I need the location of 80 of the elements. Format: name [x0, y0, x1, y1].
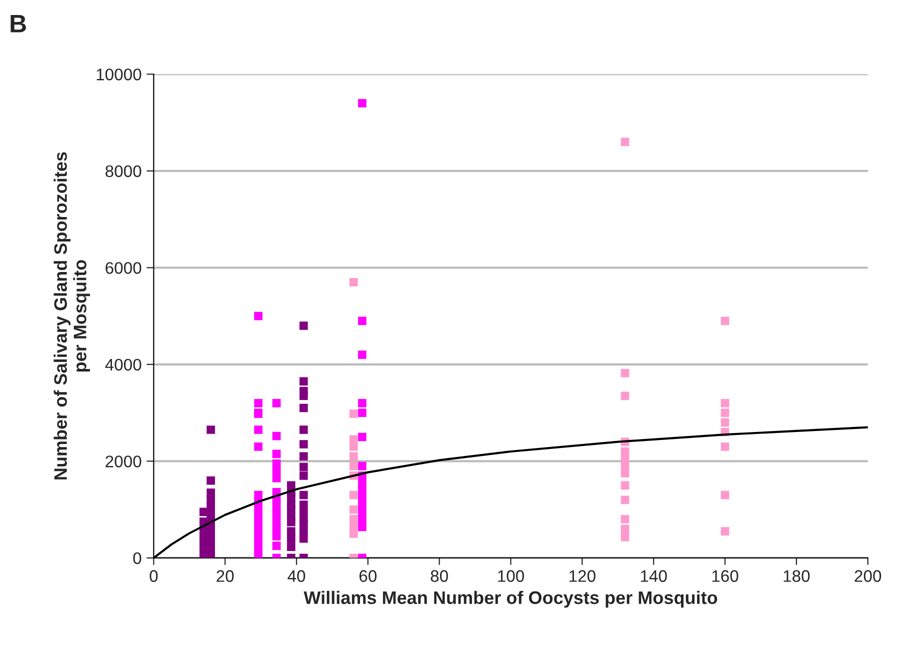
- point: [349, 490, 358, 500]
- point: [272, 459, 281, 468]
- x-tick-label: 160: [712, 570, 738, 582]
- y-tick-label: 8000: [106, 165, 142, 178]
- x-tick-label: 100: [498, 570, 524, 582]
- point: [620, 481, 630, 490]
- point: [720, 418, 730, 427]
- point: [358, 350, 366, 359]
- point: [286, 527, 296, 536]
- point: [272, 474, 281, 482]
- point: [349, 435, 358, 444]
- point: [272, 542, 281, 550]
- point: [720, 442, 730, 451]
- point: [720, 398, 730, 408]
- y-axis-title: Number of Salivary Gland Sporozoites per Mosquito: [54, 152, 90, 480]
- point: [206, 426, 215, 434]
- x-tick-label: 120: [570, 570, 596, 582]
- point: [286, 481, 296, 490]
- x-tick-label: 60: [360, 570, 377, 582]
- point: [299, 386, 308, 396]
- chart-title: B: [10, 15, 26, 32]
- x-tick-label: 200: [854, 570, 882, 582]
- x-tick-label: 40: [288, 570, 306, 582]
- y-tick-label: 10000: [96, 68, 142, 80]
- point: [254, 442, 262, 451]
- point: [349, 462, 358, 470]
- x-tick-label: 180: [784, 570, 810, 582]
- point: [254, 312, 262, 320]
- y-tick-label: 0: [133, 552, 142, 564]
- point: [206, 476, 215, 485]
- point: [358, 462, 366, 470]
- point: [720, 316, 730, 326]
- point: [299, 490, 308, 500]
- point: [620, 524, 630, 534]
- y-tick-label: 2000: [106, 456, 142, 468]
- point: [620, 447, 630, 456]
- x-tick-label: 0: [150, 570, 158, 582]
- point: [254, 398, 262, 408]
- point: [358, 408, 366, 417]
- point: [299, 426, 308, 434]
- point: [620, 532, 630, 542]
- y-tick-label: 6000: [106, 262, 142, 274]
- point: [720, 408, 730, 417]
- point: [358, 398, 366, 408]
- point: [272, 450, 281, 458]
- point: [620, 496, 630, 504]
- point: [358, 522, 366, 532]
- point: [286, 542, 296, 551]
- x-tick-label: 80: [430, 570, 448, 582]
- point: [349, 410, 358, 418]
- x-tick-label: 20: [216, 570, 234, 582]
- point: [349, 278, 358, 286]
- point: [272, 398, 281, 408]
- point: [254, 490, 262, 500]
- point: [358, 432, 366, 442]
- point: [349, 505, 358, 514]
- x-axis-title: Williams Mean Number of Oocysts per Mosquito: [304, 590, 718, 608]
- point: [620, 515, 630, 524]
- point: [349, 452, 358, 461]
- point: [299, 322, 308, 330]
- point: [254, 426, 262, 434]
- point: [272, 432, 281, 440]
- point: [299, 377, 308, 386]
- point: [299, 452, 308, 461]
- point: [358, 316, 366, 326]
- y-tick-label: 4000: [105, 358, 142, 371]
- point: [299, 500, 308, 509]
- point: [206, 488, 215, 497]
- point: [620, 368, 630, 378]
- point: [299, 404, 308, 412]
- point: [720, 490, 730, 500]
- x-tick-label: 140: [640, 570, 667, 582]
- point: [720, 527, 730, 536]
- point: [299, 472, 308, 480]
- point: [620, 392, 630, 400]
- point: [349, 515, 358, 524]
- point: [620, 138, 630, 146]
- point: [358, 99, 366, 108]
- point: [299, 440, 308, 448]
- point: [299, 462, 308, 472]
